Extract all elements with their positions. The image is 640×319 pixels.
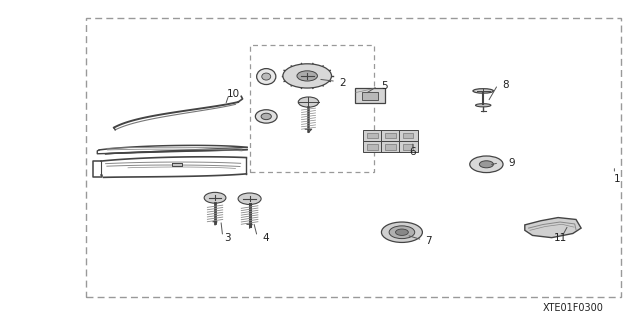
Circle shape xyxy=(283,64,332,88)
Circle shape xyxy=(396,229,408,235)
FancyBboxPatch shape xyxy=(403,133,413,138)
Circle shape xyxy=(297,71,317,81)
Text: 9: 9 xyxy=(509,158,515,168)
Text: 4: 4 xyxy=(262,233,269,243)
Ellipse shape xyxy=(255,110,277,123)
FancyBboxPatch shape xyxy=(381,130,400,141)
Text: 5: 5 xyxy=(381,81,387,91)
FancyBboxPatch shape xyxy=(363,130,382,141)
FancyBboxPatch shape xyxy=(385,133,396,138)
FancyBboxPatch shape xyxy=(385,144,396,150)
FancyBboxPatch shape xyxy=(403,144,413,150)
Circle shape xyxy=(479,161,493,168)
Text: 7: 7 xyxy=(426,236,432,246)
FancyBboxPatch shape xyxy=(381,141,400,152)
Text: 6: 6 xyxy=(410,146,416,157)
FancyBboxPatch shape xyxy=(367,144,378,150)
Ellipse shape xyxy=(257,69,276,85)
Circle shape xyxy=(470,156,503,173)
Bar xyxy=(250,45,374,172)
Text: 3: 3 xyxy=(224,233,230,243)
Circle shape xyxy=(389,226,415,239)
FancyBboxPatch shape xyxy=(399,130,418,141)
Text: XTE01F0300: XTE01F0300 xyxy=(542,303,604,313)
Ellipse shape xyxy=(473,89,493,93)
Text: 8: 8 xyxy=(502,79,509,90)
Circle shape xyxy=(381,222,422,242)
Ellipse shape xyxy=(261,113,271,120)
Circle shape xyxy=(298,97,319,107)
Text: 1: 1 xyxy=(614,174,621,184)
Ellipse shape xyxy=(262,73,271,80)
FancyBboxPatch shape xyxy=(399,141,418,152)
FancyBboxPatch shape xyxy=(362,92,378,100)
Bar xyxy=(86,18,621,297)
Text: 10: 10 xyxy=(227,89,240,99)
Polygon shape xyxy=(525,218,581,238)
Text: 11: 11 xyxy=(554,233,566,243)
FancyBboxPatch shape xyxy=(355,88,385,103)
FancyBboxPatch shape xyxy=(363,141,382,152)
Circle shape xyxy=(238,193,261,204)
FancyBboxPatch shape xyxy=(367,133,378,138)
Text: 2: 2 xyxy=(339,78,346,88)
Circle shape xyxy=(204,192,226,203)
Ellipse shape xyxy=(476,104,491,107)
